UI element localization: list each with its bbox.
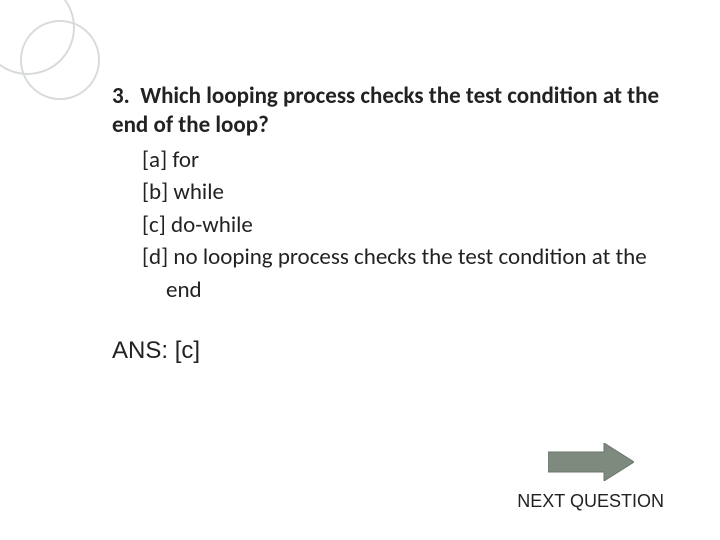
option-b: [b] while: [142, 176, 660, 209]
question-number: 3.: [112, 82, 130, 110]
answer-prefix: ANS:: [112, 337, 168, 364]
option-c: [c] do-while: [142, 209, 660, 242]
options-list: [a] for [b] while [c] do-while [d] no lo…: [112, 144, 660, 307]
answer-line: ANS: [c]: [112, 337, 660, 365]
slide-content: 3. Which looping process checks the test…: [112, 82, 660, 365]
next-question-group: NEXT QUESTION: [517, 443, 664, 512]
question-text: 3. Which looping process checks the test…: [112, 82, 660, 140]
arrow-shape: [548, 443, 634, 481]
decoration-circle: [20, 20, 100, 100]
question-body: Which looping process checks the test co…: [112, 82, 659, 139]
answer-value: [c]: [175, 337, 200, 364]
corner-decoration: [0, 0, 120, 120]
next-arrow-icon[interactable]: [548, 443, 634, 481]
option-a: [a] for: [142, 144, 660, 177]
next-question-label[interactable]: NEXT QUESTION: [517, 491, 664, 512]
option-d: [d] no looping process checks the test c…: [142, 241, 660, 306]
